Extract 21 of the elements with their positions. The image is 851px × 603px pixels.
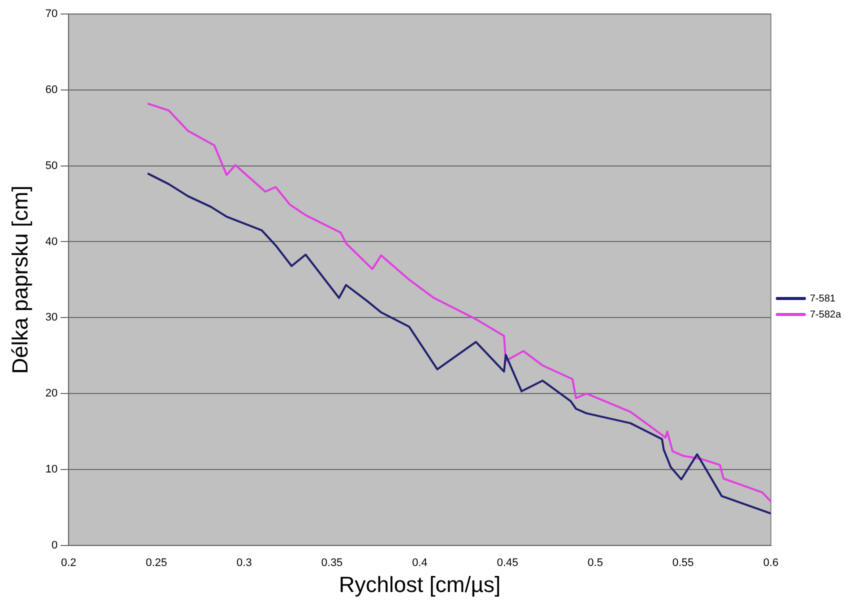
x-tick-label: 0.55 <box>672 557 694 570</box>
y-tick-label: 10 <box>45 464 58 476</box>
x-tick-label: 0.4 <box>412 557 428 570</box>
x-tick-label: 0.45 <box>496 557 518 570</box>
y-tick-label: 0 <box>52 539 58 552</box>
legend-label: 7-581 <box>810 293 836 304</box>
x-tick-label: 0.5 <box>588 557 603 570</box>
x-axis-title: Rychlost [cm/µs] <box>338 572 501 597</box>
y-tick-label: 60 <box>45 84 58 96</box>
x-tick-label: 0.35 <box>321 557 343 570</box>
x-tick-label: 0.25 <box>146 557 168 570</box>
y-tick-label: 50 <box>45 160 58 172</box>
y-tick-label: 70 <box>45 8 58 20</box>
y-tick-label: 20 <box>45 388 58 400</box>
x-tick-label: 0.2 <box>60 557 76 570</box>
x-tick-label: 0.3 <box>236 557 252 570</box>
y-tick-label: 30 <box>45 312 58 324</box>
legend-label: 7-582a <box>810 309 842 320</box>
x-tick-label: 0.6 <box>763 557 779 570</box>
y-axis-title: Délka paprsku [cm] <box>7 186 32 374</box>
y-tick-label: 40 <box>45 236 58 248</box>
